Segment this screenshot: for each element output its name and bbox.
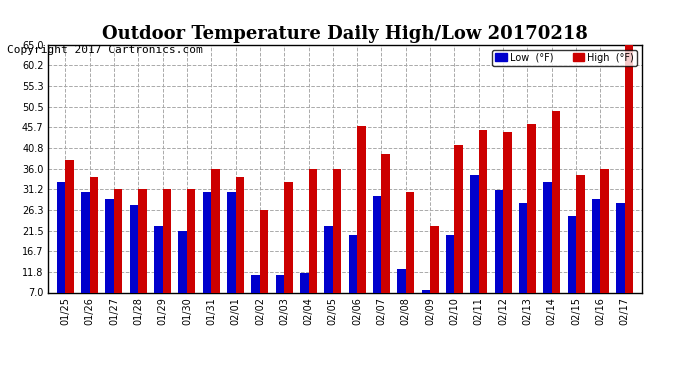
Bar <box>455 145 463 322</box>
Bar <box>154 226 163 322</box>
Bar <box>163 189 171 322</box>
Bar <box>284 182 293 322</box>
Bar <box>552 111 560 322</box>
Bar <box>114 189 123 322</box>
Bar <box>235 177 244 322</box>
Bar <box>308 169 317 322</box>
Bar <box>422 290 430 322</box>
Bar <box>66 160 74 322</box>
Bar <box>324 226 333 322</box>
Bar <box>138 189 147 322</box>
Bar <box>503 132 511 322</box>
Bar <box>406 192 414 322</box>
Bar <box>106 199 114 322</box>
Bar <box>251 275 260 322</box>
Bar <box>495 190 503 322</box>
Bar <box>81 192 90 322</box>
Bar <box>203 192 211 322</box>
Bar <box>382 154 390 322</box>
Bar <box>397 269 406 322</box>
Bar <box>616 203 624 322</box>
Bar <box>57 182 66 322</box>
Legend: Low  (°F), High  (°F): Low (°F), High (°F) <box>492 50 637 66</box>
Bar <box>527 124 536 322</box>
Title: Outdoor Temperature Daily High/Low 20170218: Outdoor Temperature Daily High/Low 20170… <box>102 26 588 44</box>
Bar <box>357 126 366 322</box>
Bar <box>624 45 633 322</box>
Bar <box>568 216 576 322</box>
Bar <box>543 182 552 322</box>
Bar <box>519 203 527 322</box>
Bar <box>333 169 342 322</box>
Bar <box>130 205 138 322</box>
Bar <box>430 226 439 322</box>
Bar <box>373 196 382 322</box>
Bar <box>276 275 284 322</box>
Bar <box>600 169 609 322</box>
Bar <box>479 130 487 322</box>
Bar <box>187 189 195 322</box>
Bar <box>300 273 308 322</box>
Bar <box>446 235 455 322</box>
Bar <box>471 175 479 322</box>
Bar <box>211 169 219 322</box>
Bar <box>90 177 98 322</box>
Bar <box>179 231 187 322</box>
Bar <box>348 235 357 322</box>
Bar <box>227 192 235 322</box>
Bar <box>576 175 584 322</box>
Text: Copyright 2017 Cartronics.com: Copyright 2017 Cartronics.com <box>7 45 203 55</box>
Bar <box>260 210 268 322</box>
Bar <box>592 199 600 322</box>
